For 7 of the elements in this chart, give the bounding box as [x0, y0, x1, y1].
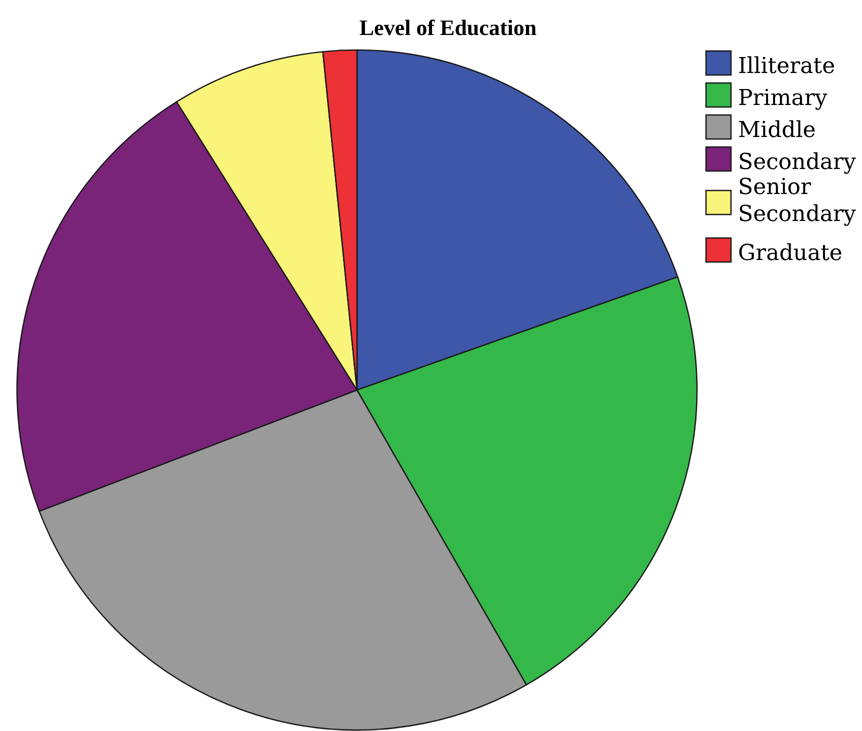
legend-label: Middle — [738, 118, 816, 143]
legend-label: Graduate — [738, 241, 842, 266]
legend-label: Secondary — [738, 150, 857, 175]
chart-title: Level of Education — [359, 15, 537, 40]
legend-label: Illiterate — [738, 54, 836, 79]
legend-label: Senior Secondary — [738, 175, 857, 227]
legend-label: Primary — [738, 86, 828, 111]
